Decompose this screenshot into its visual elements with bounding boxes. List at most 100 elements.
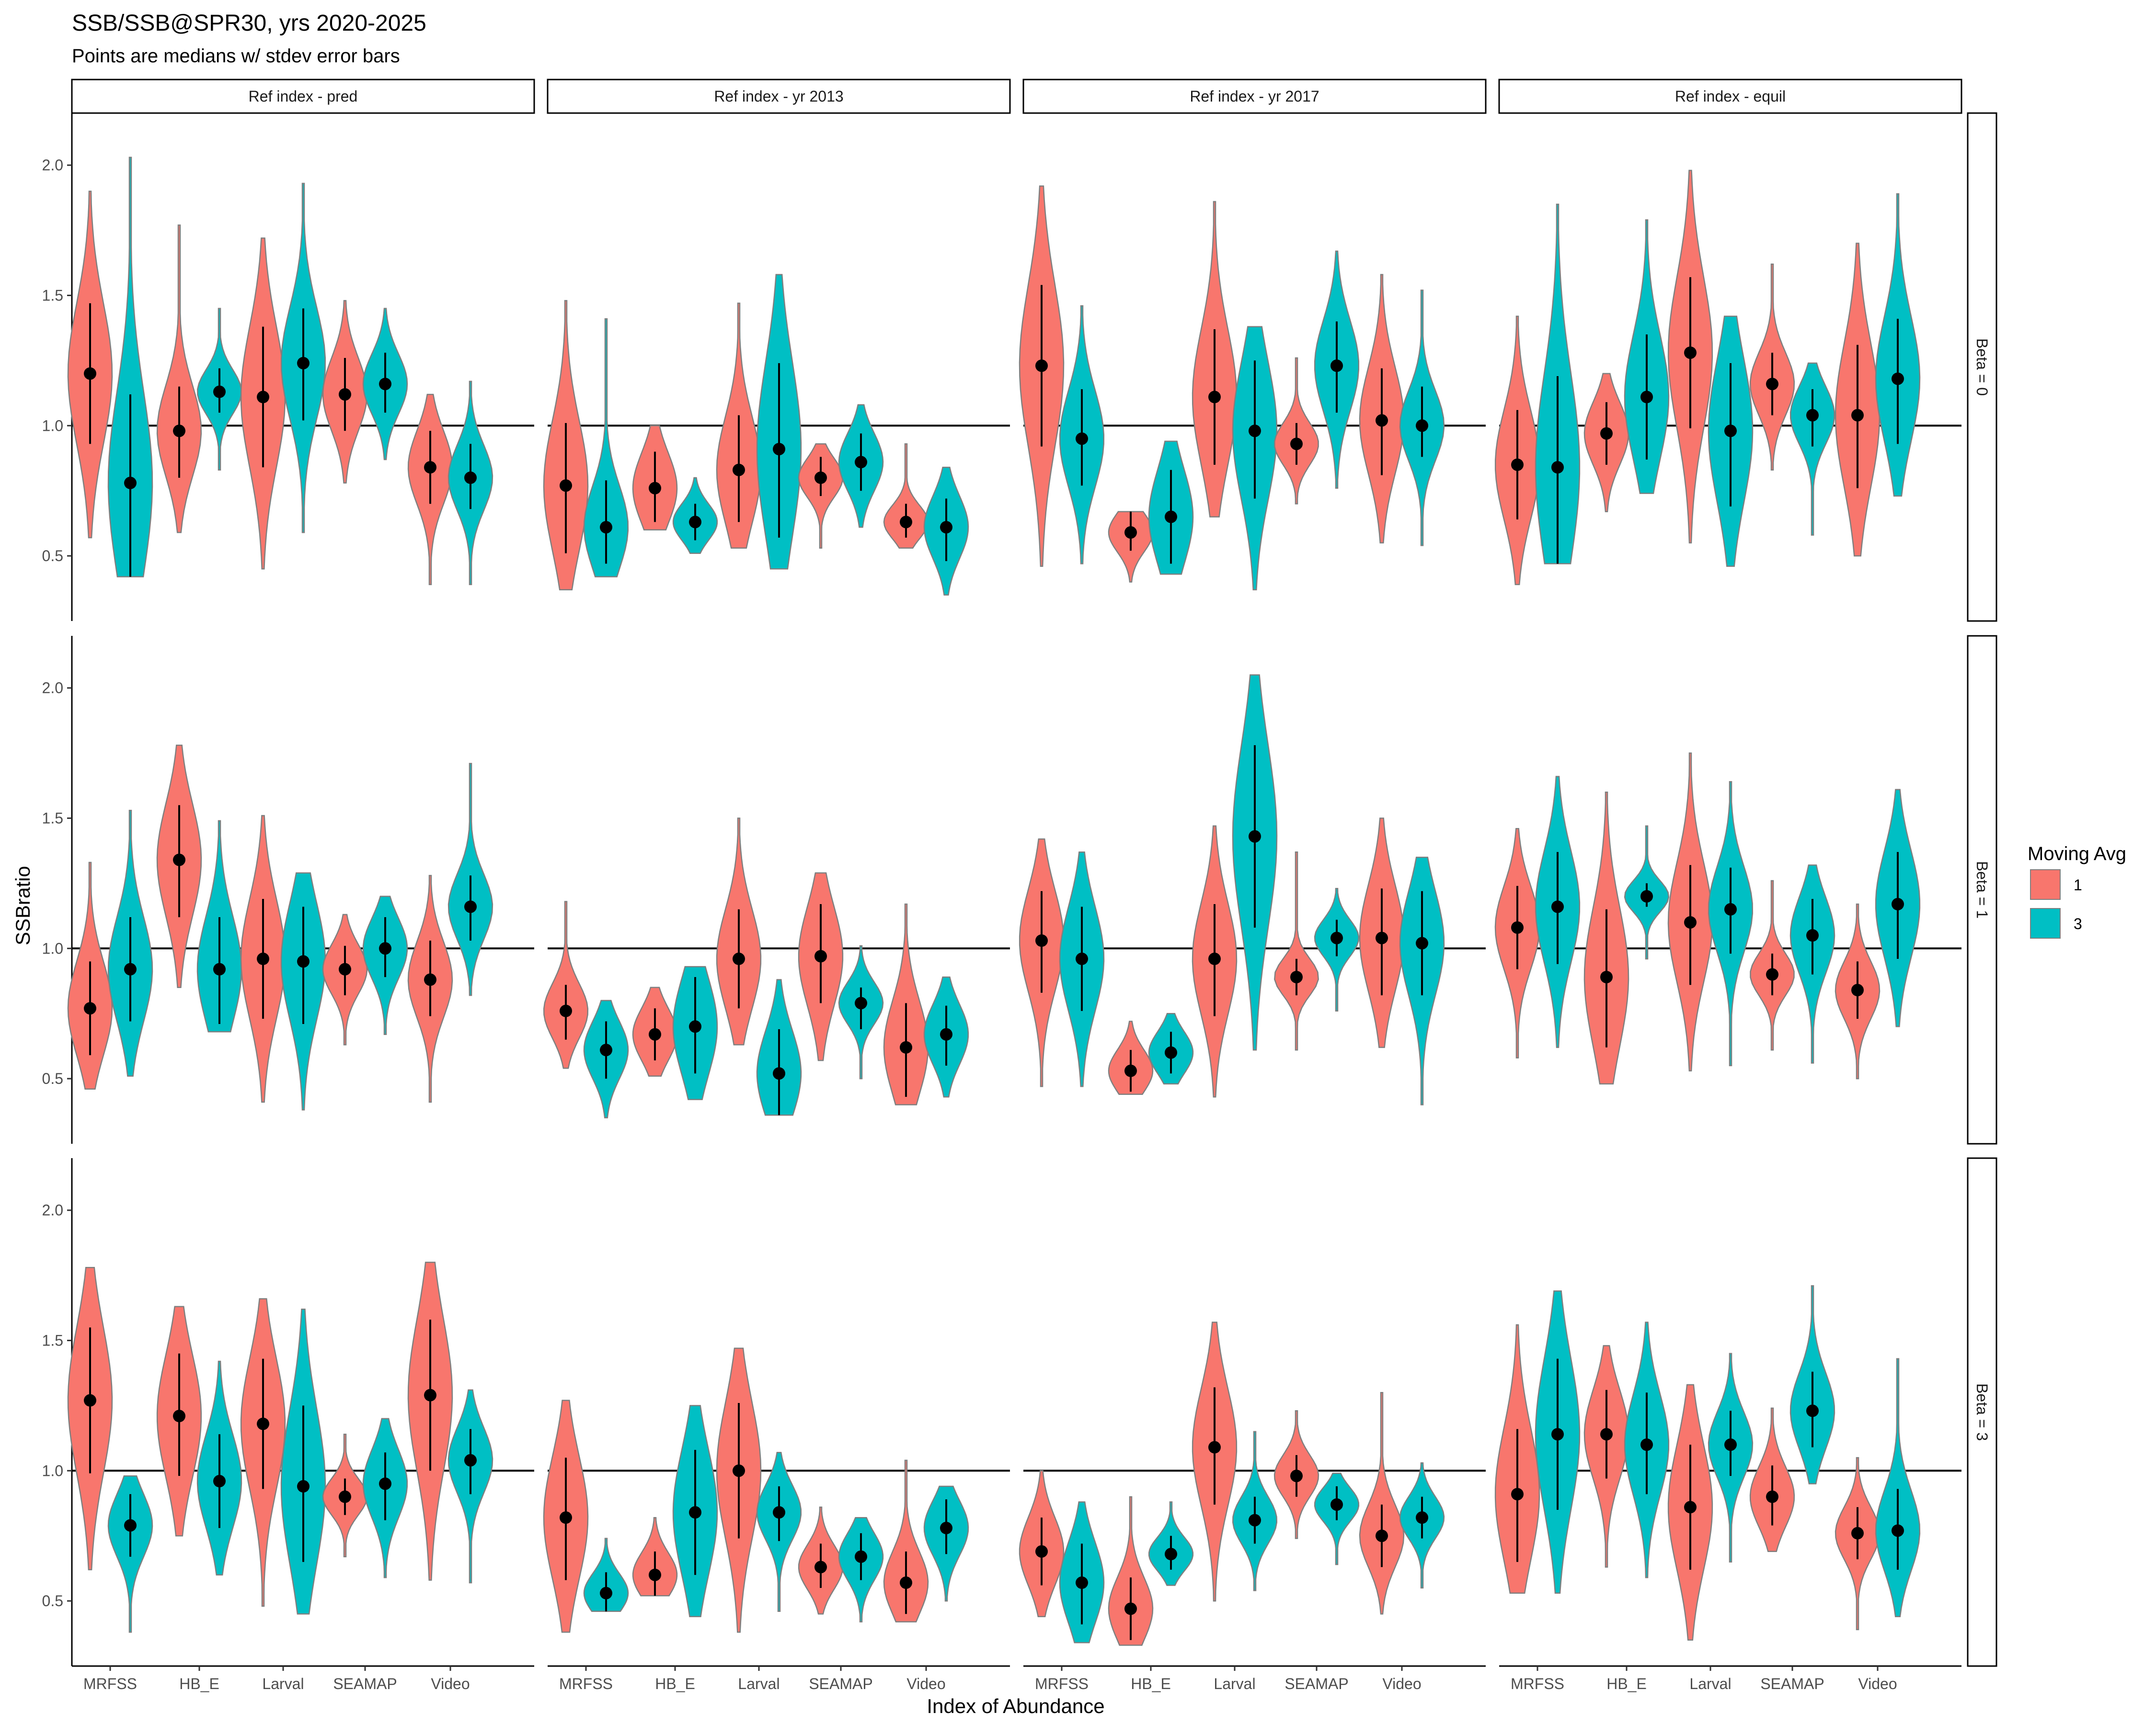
col-strip-2 [1022,79,1487,114]
median-point [84,1394,96,1407]
x-tick-label: MRFSS [1511,1675,1564,1692]
legend-title: Moving Avg [2028,843,2126,864]
panel-r0-c0 [67,157,534,586]
median-point [649,1028,661,1041]
x-tick-label: HB_E [1131,1675,1171,1692]
median-point [900,516,912,529]
median-point [1600,427,1613,440]
x-tick-label: Larval [1214,1675,1255,1692]
median-point [940,1521,952,1534]
median-point [1724,1438,1737,1451]
median-point [733,1464,745,1477]
median-point [173,425,185,437]
median-point [1208,1441,1221,1454]
median-point [1416,419,1428,432]
median-point [464,472,477,484]
median-point [1376,414,1388,427]
col-strip-3 [1498,79,1962,114]
median-point [379,942,391,955]
median-point [424,461,436,474]
median-point [689,1020,701,1033]
median-point [1330,932,1343,944]
median-point [733,463,745,476]
median-point [464,900,477,913]
median-point [733,953,745,966]
median-point [560,479,572,492]
panel-r0-c2 [1019,185,1486,591]
facet-panels: Ref index - pred Ref index - yr 2013 Ref i… [42,79,1997,1692]
median-point [1551,1428,1564,1441]
violin [1108,1496,1154,1646]
median-point [1376,932,1388,944]
x-tick-label: Larval [738,1675,780,1692]
row-strip-2 [1967,1157,1997,1667]
median-point [1290,971,1303,984]
chart-title: SSB/SSB@SPR30, yrs 2020-2025 [72,11,426,36]
median-point [600,1044,612,1057]
median-point [1600,1428,1613,1441]
median-point [213,963,226,976]
median-point [773,1067,785,1080]
median-point [855,1550,867,1563]
median-point [1511,458,1524,471]
y-tick-label: 0.5 [42,1070,63,1087]
median-point [1416,937,1428,950]
panel-r2-c2 [1019,1322,1486,1646]
median-point [1684,1501,1697,1514]
panel-r2-c1 [543,1347,1010,1633]
panel-r1-c3 [1494,752,1961,1085]
median-point [257,1417,269,1430]
col-strip-1 [547,79,1011,114]
median-point [1551,461,1564,474]
panel-r1-c2 [1019,674,1486,1105]
median-point [814,1561,827,1574]
median-point [1249,425,1261,437]
panel-r2-c0 [67,1262,534,1633]
median-point [1640,391,1653,403]
legend-key-ma3 [2030,908,2061,939]
violin [883,443,929,549]
legend-key-ma1 [2030,869,2061,900]
panel-r0-c3 [1494,170,1961,586]
median-point [424,973,436,986]
x-tick-label: SEAMAP [1284,1675,1348,1692]
median-point [1851,1527,1864,1540]
x-tick-label: HB_E [655,1675,695,1692]
median-point [1892,1524,1904,1537]
median-point [1076,432,1088,445]
median-point [1035,1545,1048,1558]
row-strip-label-2: Beta = 3 [1973,1383,1991,1441]
median-point [213,1475,226,1488]
median-point [649,1568,661,1581]
median-point [1511,921,1524,934]
median-point [1511,1488,1524,1501]
panel-r1-c0 [67,745,534,1111]
x-tick-label: Video [1858,1675,1897,1692]
median-point [1551,900,1564,913]
median-point [1208,953,1221,966]
median-point [940,521,952,534]
y-tick-label: 0.5 [42,547,63,564]
y-tick-label: 2.0 [42,679,63,697]
x-tick-label: MRFSS [559,1675,613,1692]
y-tick-label: 1.5 [42,810,63,827]
median-point [424,1389,436,1402]
legend: Moving Avg 1 3 [2028,843,2126,939]
violin [583,318,629,577]
violin [107,157,153,577]
x-tick-label: Larval [1689,1675,1731,1692]
median-point [814,950,827,963]
col-strip-label-0: Ref index - pred [249,88,358,105]
median-point [1806,1404,1819,1417]
median-point [1851,409,1864,422]
panel-r0-c1 [543,274,1010,596]
median-point [213,385,226,398]
median-point [1892,897,1904,910]
median-point [1330,359,1343,372]
x-tick-label: Larval [262,1675,304,1692]
row-strip-0 [1967,112,1997,622]
x-tick-label: Video [906,1675,945,1692]
median-point [900,1041,912,1054]
median-point [297,955,310,968]
